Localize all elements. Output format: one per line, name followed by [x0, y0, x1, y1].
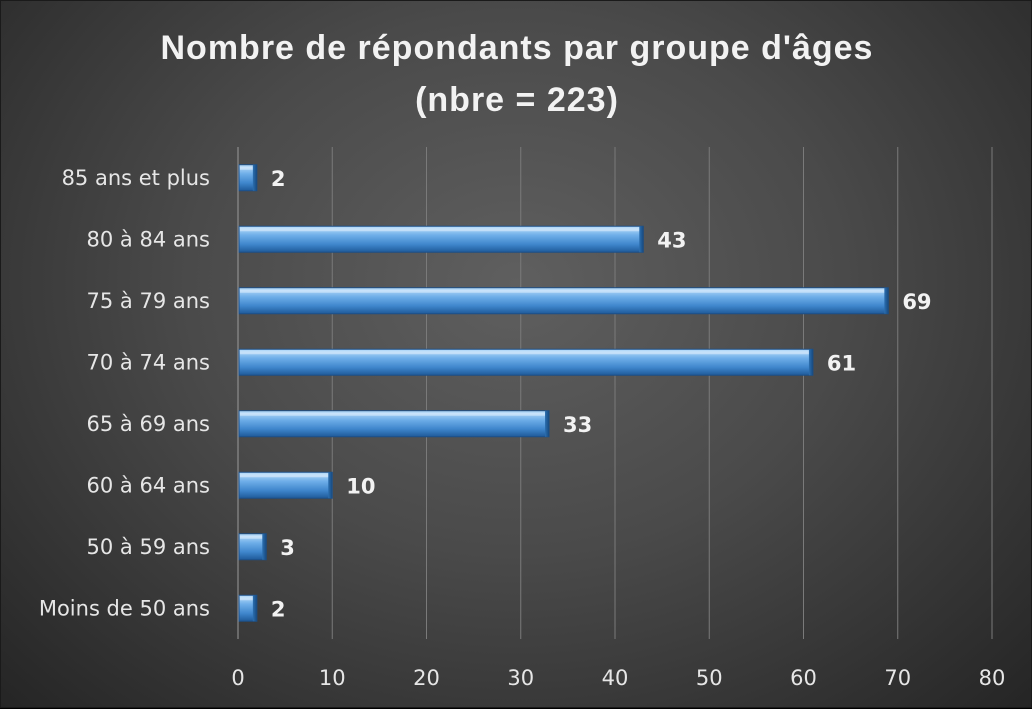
bars: [238, 164, 889, 622]
x-tick-label: 70: [884, 666, 911, 690]
category-label: 85 ans et plus: [62, 166, 210, 190]
data-label: 43: [657, 228, 686, 252]
bar-highlight: [240, 535, 265, 539]
x-tick-label: 0: [231, 666, 244, 690]
bar-highlight: [240, 166, 255, 170]
data-label: 10: [346, 474, 375, 498]
category-label: 80 à 84 ans: [87, 227, 210, 251]
bar-highlight: [240, 597, 255, 601]
bar-end-cap: [328, 472, 333, 499]
x-tick-label: 10: [319, 666, 346, 690]
category-label: 50 à 59 ans: [87, 535, 210, 559]
bar-end-cap: [252, 595, 257, 622]
x-tick-label: 80: [979, 666, 1006, 690]
x-tick-label: 60: [790, 666, 817, 690]
labels: 0 10 20 30 40 50 60 70 80 85 ans et plus 2 80 à 84 …: [39, 166, 1006, 690]
data-label: 69: [902, 290, 931, 314]
gridlines: [237, 147, 993, 639]
bar-highlight: [240, 474, 331, 478]
bar-end-cap: [252, 164, 257, 191]
chart-title-line2: (nbre = 223): [415, 81, 619, 119]
bar-end-cap: [262, 533, 267, 560]
data-label: 2: [271, 597, 286, 621]
bar-end-cap: [808, 349, 813, 376]
data-label: 3: [280, 536, 295, 560]
bar-end-cap: [639, 226, 644, 253]
category-label: 65 à 69 ans: [87, 412, 210, 436]
category-label: 75 à 79 ans: [87, 289, 210, 313]
data-label: 61: [827, 351, 856, 375]
category-label: 70 à 74 ans: [87, 350, 210, 374]
bar-end-cap: [545, 410, 550, 437]
bar-highlight: [240, 351, 811, 355]
chart-title-line1: Nombre de répondants par groupe d'âges: [161, 29, 874, 67]
data-label: 2: [271, 167, 286, 191]
data-label: 33: [563, 413, 592, 437]
x-tick-label: 40: [602, 666, 629, 690]
bar-highlight: [240, 228, 642, 232]
x-tick-label: 30: [507, 666, 534, 690]
bar-end-cap: [884, 287, 889, 314]
bar-highlight: [240, 289, 887, 293]
category-label: Moins de 50 ans: [39, 596, 210, 620]
bar-highlight: [240, 412, 548, 416]
category-label: 60 à 64 ans: [87, 473, 210, 497]
x-tick-label: 20: [413, 666, 440, 690]
x-tick-label: 50: [696, 666, 723, 690]
